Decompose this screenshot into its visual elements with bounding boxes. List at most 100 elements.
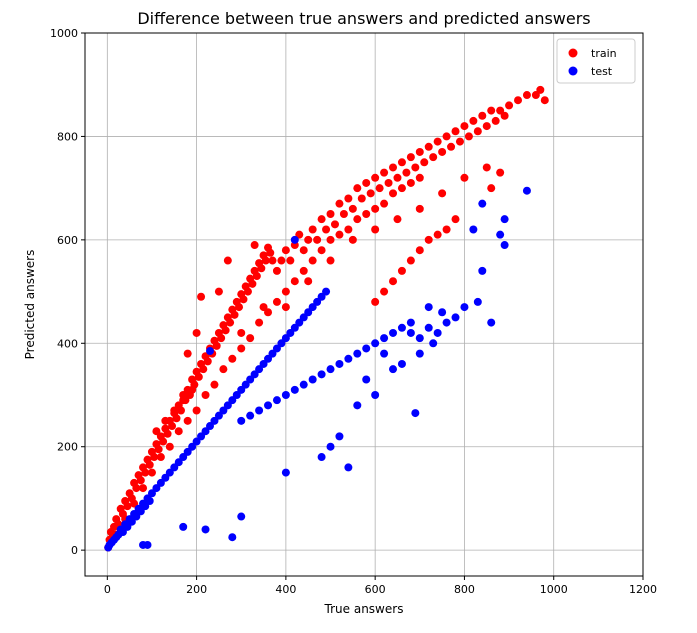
train-point — [344, 194, 353, 203]
train-point — [163, 429, 172, 438]
train-point — [217, 334, 226, 343]
train-point — [406, 256, 415, 265]
train-point — [237, 344, 246, 353]
test-point — [219, 406, 228, 415]
test-point — [237, 512, 246, 521]
train-point — [348, 235, 357, 244]
y-tick-label: 800 — [57, 130, 78, 143]
train-point — [139, 484, 148, 493]
y-tick-label: 400 — [57, 337, 78, 350]
train-point — [170, 406, 179, 415]
train-point — [353, 184, 362, 193]
train-point — [397, 158, 406, 167]
train-point — [228, 354, 237, 363]
test-point — [286, 328, 295, 337]
test-point — [250, 370, 259, 379]
test-point — [362, 375, 371, 384]
test-point — [192, 437, 201, 446]
test-point — [152, 484, 161, 493]
train-point — [130, 499, 139, 508]
test-point — [241, 380, 250, 389]
x-tick-label: 0 — [104, 583, 111, 596]
train-point — [286, 256, 295, 265]
train-point — [451, 127, 460, 136]
test-point — [308, 303, 317, 312]
train-point — [250, 241, 259, 250]
train-point — [326, 210, 335, 218]
series-test — [104, 186, 531, 552]
test-point — [317, 292, 326, 301]
x-tick-label: 400 — [275, 583, 296, 596]
test-point — [228, 396, 237, 405]
train-point — [402, 168, 411, 177]
test-point — [433, 328, 442, 337]
train-point — [420, 158, 429, 167]
test-point — [326, 442, 335, 451]
test-point — [210, 416, 219, 425]
series-layer — [104, 85, 549, 552]
train-point — [451, 215, 460, 224]
test-point — [406, 318, 415, 327]
test-point — [424, 303, 433, 312]
train-point — [248, 279, 257, 288]
train-point — [219, 365, 228, 374]
train-point — [243, 287, 252, 296]
train-point — [237, 328, 246, 337]
train-point — [194, 372, 203, 381]
test-point — [371, 339, 380, 348]
legend-label-test: test — [591, 65, 613, 78]
legend: train test — [556, 38, 636, 84]
train-point — [255, 318, 264, 327]
legend-label-train: train — [591, 47, 617, 60]
test-point — [123, 522, 132, 531]
train-point — [132, 484, 141, 493]
train-point — [183, 349, 192, 358]
x-tick-label: 800 — [454, 583, 475, 596]
legend-marker-train — [568, 48, 578, 58]
train-point — [308, 225, 317, 234]
train-point — [353, 215, 362, 224]
test-point — [272, 396, 281, 405]
test-point — [500, 215, 509, 224]
train-point — [150, 453, 159, 462]
chart-title: Difference between true answers and pred… — [137, 9, 590, 28]
y-tick-label: 1000 — [50, 27, 78, 40]
train-point — [261, 256, 270, 265]
x-tick-label: 600 — [365, 583, 386, 596]
test-point — [290, 385, 299, 394]
train-point — [335, 199, 344, 208]
train-point — [335, 230, 344, 239]
train-point — [344, 225, 353, 234]
train-point — [478, 111, 487, 120]
train-point — [438, 147, 447, 156]
test-point — [317, 453, 326, 462]
test-point — [228, 533, 237, 542]
train-point — [406, 178, 415, 187]
test-point — [179, 453, 188, 462]
series-train — [104, 85, 549, 552]
test-point — [344, 463, 353, 472]
test-point — [179, 522, 188, 531]
test-point — [183, 447, 192, 456]
train-point — [371, 204, 380, 213]
test-point — [281, 468, 290, 477]
x-tick-label: 1200 — [629, 583, 657, 596]
test-point — [174, 458, 183, 467]
train-point — [266, 248, 275, 257]
x-axis-label: True answers — [324, 602, 404, 616]
train-point — [429, 153, 438, 162]
test-point — [460, 303, 469, 312]
test-point — [473, 297, 482, 306]
train-point — [156, 453, 165, 462]
train-point — [183, 416, 192, 425]
train-point — [308, 256, 317, 265]
grid-lines — [85, 32, 644, 576]
test-point — [290, 323, 299, 332]
y-tick-label: 0 — [71, 544, 78, 557]
test-point — [127, 517, 136, 526]
test-point — [232, 391, 241, 399]
train-point — [469, 116, 478, 125]
train-point — [406, 153, 415, 162]
train-point — [246, 334, 255, 343]
train-point — [221, 326, 230, 335]
